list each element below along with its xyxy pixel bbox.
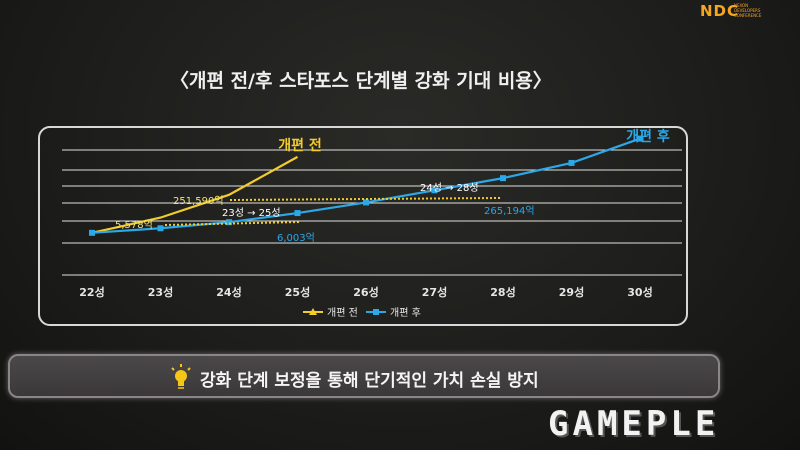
ndc-sub-line-1: NEXON <box>734 3 749 8</box>
series-label-after: 개편 후 <box>626 128 670 145</box>
data-point-after <box>431 187 438 194</box>
ndc-sub-line-2: DEVELOPERS <box>734 8 761 13</box>
legend-label-after: 개편 후 <box>390 307 421 319</box>
series-label-before: 개편 전 <box>278 137 322 154</box>
data-point-after <box>568 159 575 166</box>
annotation-251590: 251,590억 <box>173 195 224 207</box>
annotation-265194: 265,194억 <box>484 205 535 217</box>
legend-marker-after <box>373 309 379 315</box>
x-tick-label: 23성 <box>148 285 173 299</box>
annotation-24-28: 24성 → 28성 <box>420 182 479 194</box>
dotted-line-24-28 <box>229 197 501 201</box>
summary-banner: 강화 단계 보정을 통해 단기적인 가치 손실 방지 <box>8 354 720 398</box>
x-tick-label: 28성 <box>490 285 515 299</box>
annotation-5578: 5,578억 <box>115 219 153 231</box>
lightbulb-icon <box>171 364 191 389</box>
dotted-line-23-25 <box>164 221 301 226</box>
slide-title: 〈개편 전/후 스타포스 단계별 강화 기대 비용〉 <box>170 70 552 92</box>
x-tick-label: 22성 <box>79 285 104 299</box>
legend-marker-before <box>309 308 317 315</box>
x-tick-label: 27성 <box>422 285 447 299</box>
chart-panel <box>38 126 688 326</box>
data-point-after <box>157 225 164 232</box>
data-point-after <box>363 199 369 206</box>
x-tick-label: 26성 <box>353 285 378 299</box>
ndc-logo: NDC NEXON DEVELOPERS CONFERENCE <box>700 2 795 28</box>
data-point-after <box>637 135 643 142</box>
x-tick-label: 25성 <box>285 285 310 299</box>
data-point-after <box>294 210 301 217</box>
legend-label-before: 개편 전 <box>327 307 358 319</box>
x-tick-label: 29성 <box>559 285 584 299</box>
data-point-after <box>226 219 232 226</box>
data-point-after <box>500 175 506 182</box>
series-line-before <box>91 155 299 234</box>
ndc-mark: NDC <box>700 2 740 20</box>
gameple-watermark: GAMEPLE <box>548 404 720 444</box>
x-tick-label: 30성 <box>627 285 652 299</box>
data-point-after <box>89 229 95 236</box>
ndc-sub-line-3: CONFERENCE <box>734 13 762 18</box>
x-tick-label: 24성 <box>216 285 241 299</box>
annotation-6003: 6,003억 <box>277 232 315 244</box>
annotation-23-25: 23성 → 25성 <box>222 207 281 219</box>
banner-text: 강화 단계 보정을 통해 단기적인 가치 손실 방지 <box>200 371 539 391</box>
ndc-subtitle: NEXON DEVELOPERS CONFERENCE <box>734 3 794 18</box>
